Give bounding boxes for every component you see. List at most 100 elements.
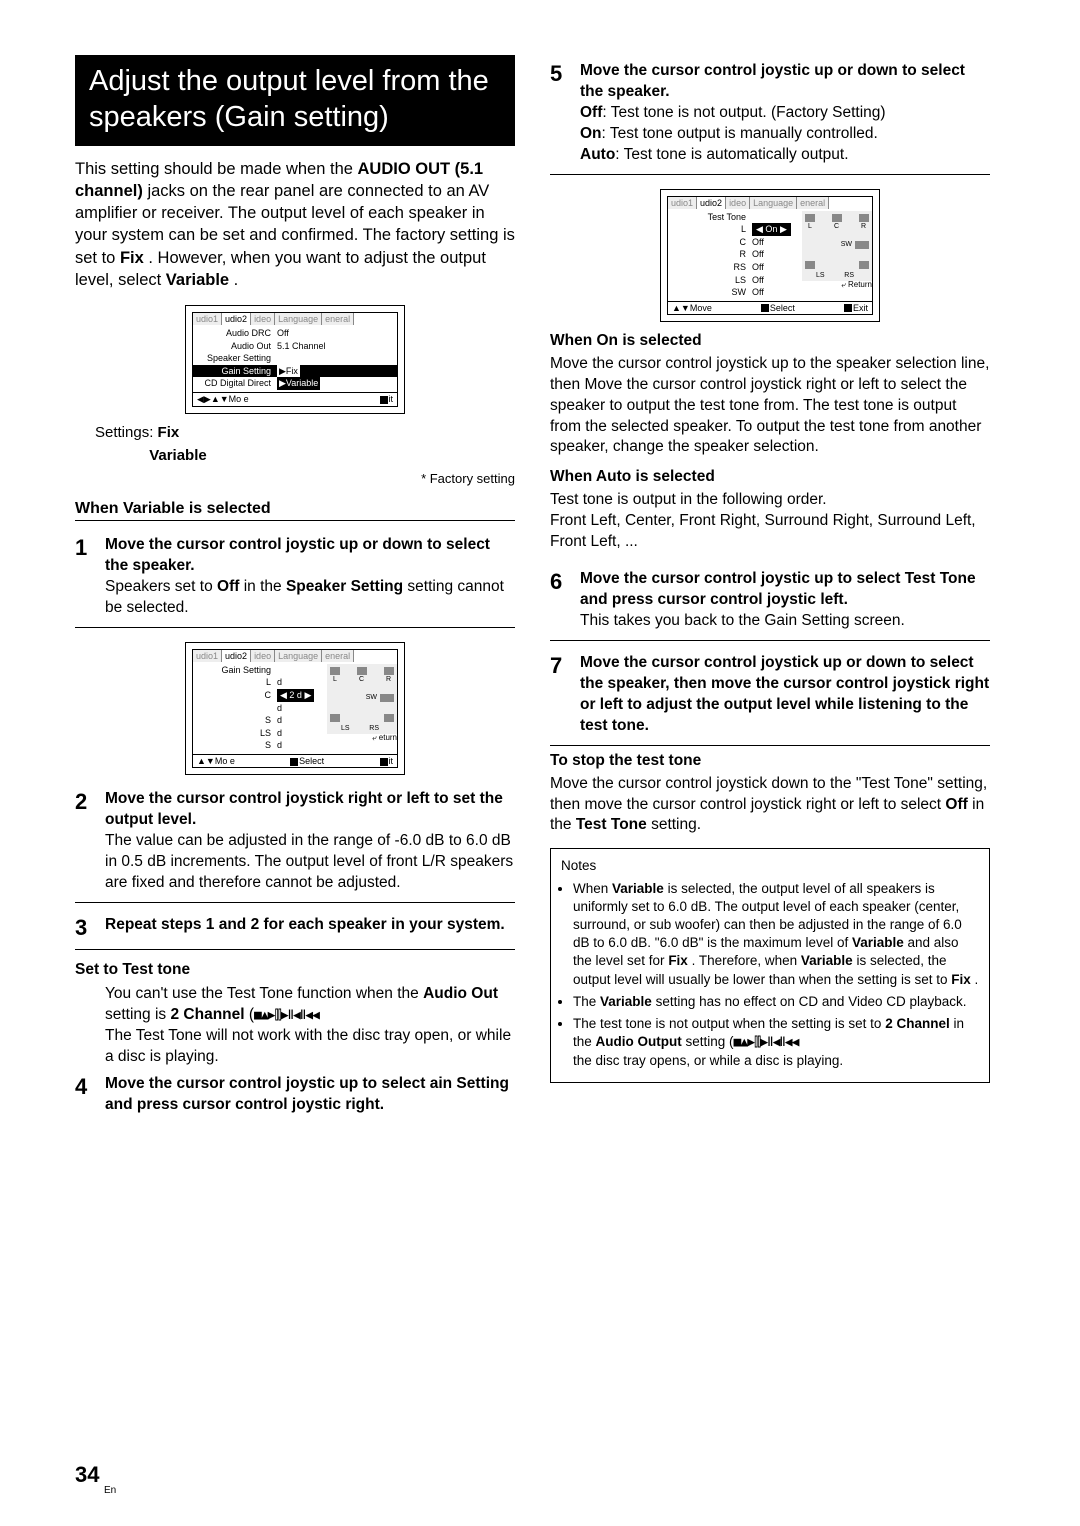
t: Fix [120, 249, 144, 267]
k: Audio Out [197, 340, 277, 353]
osd-screenshot-3: udio1 udio2 ideo Language eneral Test To… [550, 189, 990, 322]
t: Off [945, 796, 967, 813]
step-6: 6 Move the cursor control joystic up to … [550, 563, 990, 641]
stop-text: Move the cursor control joystick down to… [550, 774, 990, 837]
step-4: 4 Move the cursor control joystic up to … [75, 1068, 515, 1124]
t: Variable [166, 271, 229, 289]
k: L [197, 676, 277, 689]
symbols: ■▲▶⫿⫿▶Ⅱ◀Ⅱ◀◀ [254, 1008, 319, 1023]
k: R [672, 248, 752, 261]
notes-title: Notes [561, 857, 979, 875]
t: The value can be adjusted in the range o… [105, 832, 513, 891]
sub-head: To stop the test tone [550, 752, 990, 770]
t: : Test tone is not output. (Factory Sett… [602, 104, 885, 121]
step-number: 4 [75, 1074, 105, 1116]
f: ▲▼Move [672, 303, 712, 313]
t: Off [580, 104, 602, 121]
v: 5.1 Channel [277, 340, 326, 353]
v: Off [752, 274, 764, 287]
step-7: 7 Move the cursor control joystick up or… [550, 647, 990, 746]
tab: udio1 [193, 313, 222, 325]
v: d [277, 739, 282, 752]
t: . [229, 271, 238, 289]
tab: udio2 [697, 197, 726, 209]
k: SW [672, 286, 752, 299]
page-lang: En [104, 1485, 116, 1496]
t: Repeat steps 1 and 2 for each speaker in… [105, 916, 505, 933]
f: Exit [853, 303, 868, 313]
t: Move the cursor control joystick down to… [550, 775, 987, 813]
speaker-diagram: LCR SW LSRS ⤶ eturn [327, 664, 397, 734]
k: C [197, 689, 277, 702]
t: Move the cursor control joystic up to se… [580, 570, 976, 608]
t: eturn [379, 733, 397, 742]
tab: ideo [251, 313, 275, 325]
speaker-diagram: LCR SW LSRS ⤶ Return [802, 211, 872, 281]
t: This takes you back to the Gain Setting … [580, 612, 905, 629]
set-tone-text: You can't use the Test Tone function whe… [105, 984, 515, 1068]
t: 2 Channel [170, 1006, 244, 1023]
k: S [197, 714, 277, 727]
step-1: 1 Move the cursor control joystic up or … [75, 529, 515, 628]
t: Audio Out [423, 985, 498, 1002]
k: LS [672, 274, 752, 287]
t: Move the cursor control joystic up to se… [105, 1075, 509, 1113]
note-2: The Variable setting has no effect on CD… [573, 993, 979, 1011]
f: Select [770, 303, 795, 313]
t: On [580, 125, 602, 142]
t: Move the cursor control joystic up or do… [105, 536, 490, 574]
v: On [765, 224, 777, 234]
v: 2 d [289, 690, 302, 700]
tab: udio1 [668, 197, 697, 209]
k: C [672, 236, 752, 249]
v: Off [277, 327, 289, 340]
sub-head: When Auto is selected [550, 468, 990, 486]
t: Fix [158, 424, 180, 441]
t: The Test Tone will not work with the dis… [105, 1027, 511, 1065]
osd-screenshot-1: udio1 udio2 ideo Language eneral Audio D… [75, 305, 515, 414]
t: Speakers set to [105, 578, 217, 595]
step-2: 2 Move the cursor control joystick right… [75, 783, 515, 903]
tab: udio1 [193, 650, 222, 662]
factory-note: * Factory setting [75, 471, 515, 486]
k: Gain Setting [197, 664, 277, 677]
f: ◀▶▲▼Mo e [197, 394, 249, 405]
t: Return [848, 280, 872, 289]
note-3: The test tone is not output when the set… [573, 1015, 979, 1070]
k: RS [672, 261, 752, 274]
t: You can't use the Test Tone function whe… [105, 985, 423, 1002]
t: in the [239, 578, 286, 595]
osd-screenshot-2: udio1 udio2 ideo Language eneral Gain Se… [75, 642, 515, 775]
tab: ideo [251, 650, 275, 662]
step-3: 3 Repeat steps 1 and 2 for each speaker … [75, 909, 515, 950]
t: : Test tone output is manually controlle… [602, 125, 878, 142]
v: Variable [286, 378, 318, 388]
v: d [277, 676, 282, 689]
k: L [672, 223, 752, 236]
step-number: 5 [550, 61, 580, 166]
f: it [389, 756, 394, 766]
on-text: Move the cursor control joystick up to t… [550, 354, 990, 459]
t: Auto [580, 146, 615, 163]
settings-list: Settings: Fix Variable [95, 422, 515, 467]
tab: eneral [322, 313, 354, 325]
tab: ideo [726, 197, 750, 209]
left-column: Adjust the output level from the speaker… [75, 55, 515, 1130]
tab: udio2 [222, 650, 251, 662]
t: Move the cursor control joystic up or do… [580, 62, 965, 100]
tab: Language [750, 197, 797, 209]
t: Settings: [95, 424, 153, 441]
sub-head: Set to Test tone [75, 960, 515, 981]
auto-text: Test tone is output in the following ord… [550, 490, 990, 553]
t: Speaker Setting [286, 578, 403, 595]
sub-head: When On is selected [550, 332, 990, 350]
v: d [277, 727, 282, 740]
t: : Test tone is automatically output. [615, 146, 848, 163]
notes-box: Notes When Variable is selected, the out… [550, 848, 990, 1083]
step-5: 5 Move the cursor control joystic up or … [550, 55, 990, 175]
t: Off [217, 578, 239, 595]
step-number: 1 [75, 535, 105, 619]
f: it [389, 394, 394, 404]
t: Move the cursor control joystick up or d… [580, 654, 989, 734]
k: Test Tone [672, 211, 752, 224]
